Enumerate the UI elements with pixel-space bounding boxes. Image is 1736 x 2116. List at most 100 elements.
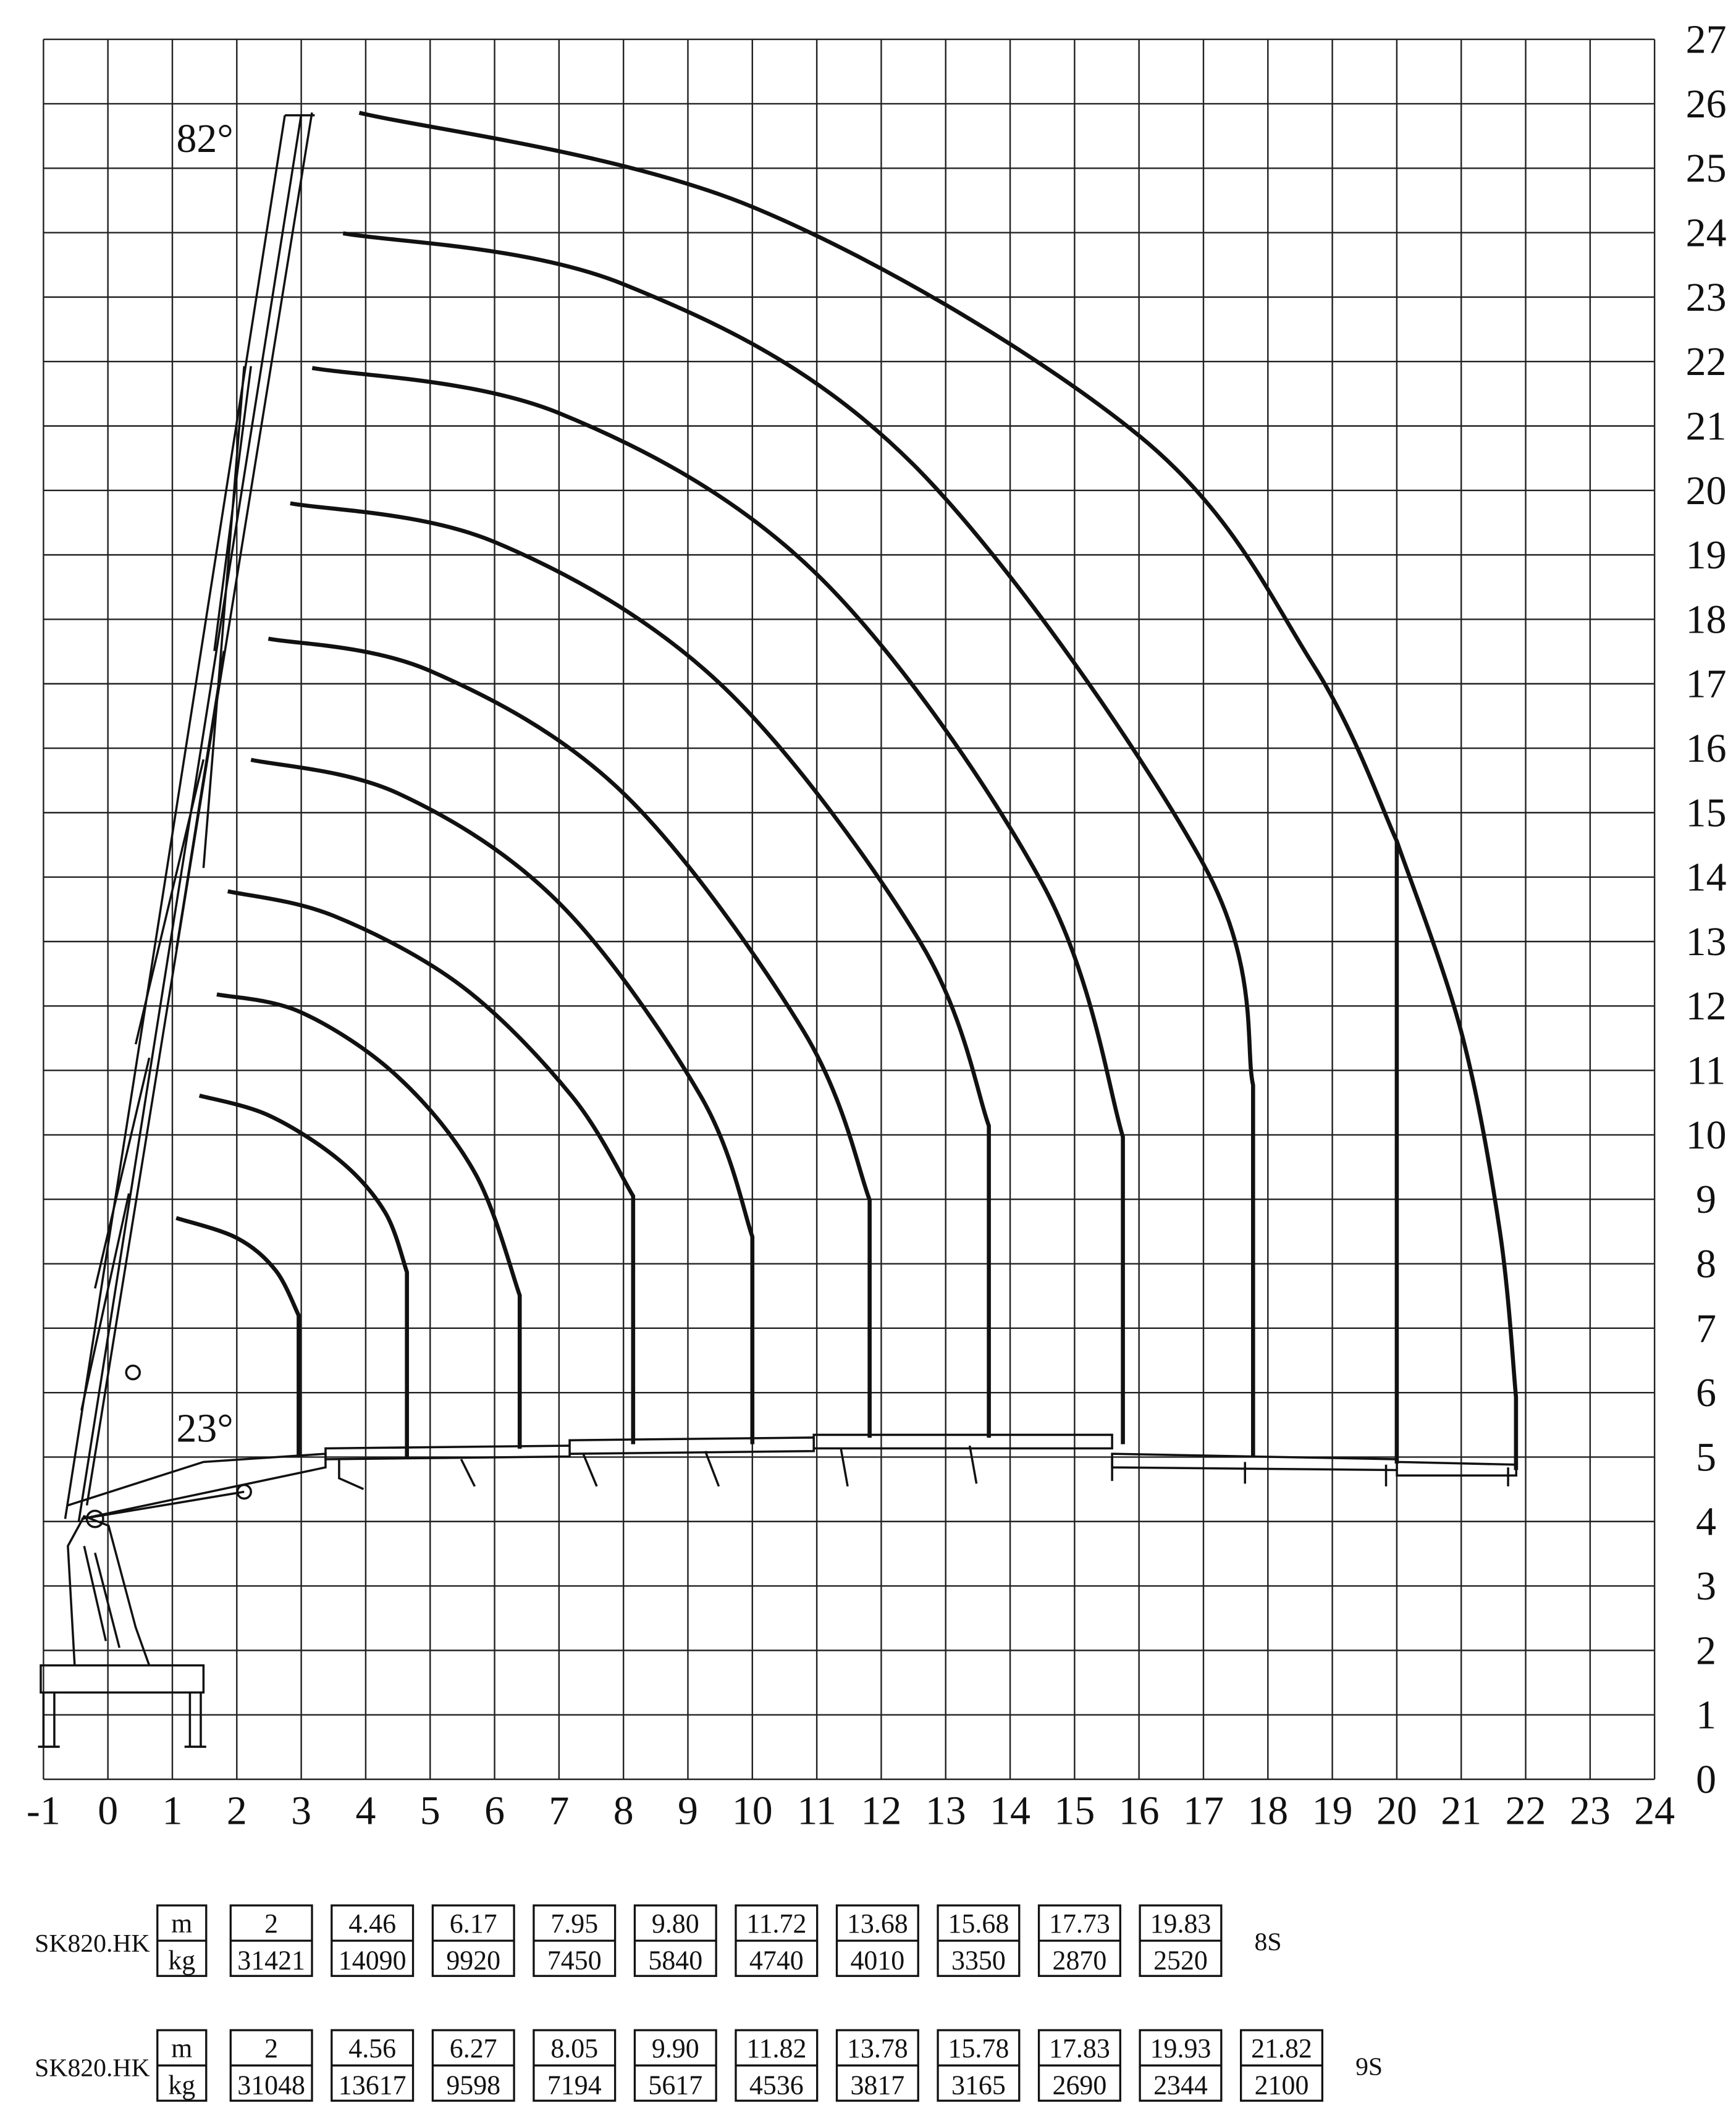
- load-value: 2690: [1053, 2070, 1107, 2100]
- x-tick-label: 16: [1119, 1788, 1160, 1833]
- unit-label: kg: [168, 2070, 195, 2100]
- x-tick-label: 21: [1441, 1788, 1481, 1833]
- y-tick-label: 16: [1686, 726, 1727, 771]
- working-range-arc: [1394, 840, 1519, 1470]
- x-tick-label: 3: [291, 1788, 311, 1833]
- load-value: 9598: [446, 2070, 500, 2100]
- x-tick-label: 15: [1054, 1788, 1095, 1833]
- tables: SK820.HK m kg 2 31421 4.46 14090 6.17 9920 7.95 74…: [35, 1904, 1383, 2102]
- radius-value: 11.72: [746, 1909, 806, 1939]
- load-value: 9920: [446, 1945, 500, 1975]
- y-tick-label: 27: [1686, 17, 1727, 62]
- y-tick-label: 1: [1696, 1693, 1716, 1738]
- x-tick-label: 17: [1183, 1788, 1224, 1833]
- working-range-arc: [268, 636, 872, 1438]
- working-range-arc: [250, 757, 755, 1444]
- radius-value: 13.78: [847, 2034, 908, 2063]
- y-tick-label: 23: [1686, 275, 1727, 320]
- x-tick-label: 5: [420, 1788, 440, 1833]
- x-tick-label: 12: [861, 1788, 902, 1833]
- load-value: 3817: [850, 2070, 904, 2100]
- y-tick-label: 0: [1696, 1757, 1716, 1802]
- y-tick-label: 3: [1696, 1564, 1716, 1609]
- unit-label: m: [171, 1909, 192, 1939]
- x-tick-label: 19: [1312, 1788, 1353, 1833]
- grid: [43, 38, 1656, 1781]
- load-value: 5840: [648, 1945, 702, 1975]
- load-value: 2344: [1153, 2070, 1208, 2100]
- unit-label: kg: [168, 1945, 195, 1975]
- x-tick-label: 22: [1506, 1788, 1546, 1833]
- load-value: 4010: [850, 1945, 904, 1975]
- x-tick-label: 18: [1247, 1788, 1288, 1833]
- x-tick-label: 13: [925, 1788, 966, 1833]
- y-tick-label: 21: [1686, 403, 1727, 449]
- radius-value: 7.95: [550, 1909, 598, 1939]
- y-tick-label: 22: [1686, 339, 1727, 384]
- y-tick-label: 17: [1686, 662, 1727, 707]
- radius-value: 8.05: [550, 2034, 598, 2063]
- x-tick-label: 8: [613, 1788, 634, 1833]
- radius-value: 17.83: [1049, 2034, 1110, 2063]
- radius-value: 17.73: [1049, 1909, 1110, 1939]
- x-tick-label: -1: [27, 1788, 61, 1833]
- radius-value: 13.68: [847, 1909, 908, 1939]
- x-tick-label: 1: [162, 1788, 183, 1833]
- y-tick-label: 5: [1696, 1435, 1716, 1480]
- load-value: 7194: [547, 2070, 602, 2100]
- load-value: 13617: [339, 2070, 407, 2100]
- radius-value: 15.78: [948, 2034, 1009, 2063]
- y-tick-label: 24: [1686, 211, 1727, 256]
- radius-value: 9.80: [652, 1909, 699, 1939]
- y-tick-label: 10: [1686, 1113, 1727, 1158]
- radius-value: 9.90: [652, 2034, 699, 2063]
- x-tick-label: 23: [1570, 1788, 1611, 1833]
- working-range-arc: [358, 111, 1399, 1464]
- radius-value: 15.68: [948, 1909, 1009, 1939]
- x-tick-label: 9: [678, 1788, 698, 1833]
- y-tick-label: 4: [1696, 1499, 1716, 1545]
- working-range-arc: [198, 1094, 409, 1458]
- x-tick-label: 11: [797, 1788, 836, 1833]
- radius-value: 21.82: [1251, 2034, 1312, 2063]
- radius-value: 6.17: [450, 1909, 497, 1939]
- working-range-arc: [342, 231, 1255, 1457]
- model-label: SK820.HK: [35, 1929, 150, 1958]
- radius-value: 2: [264, 1909, 278, 1939]
- radius-value: 11.82: [746, 2034, 806, 2063]
- load-value: 5617: [648, 2070, 702, 2100]
- x-tick-label: 14: [990, 1788, 1030, 1833]
- radius-value: 19.83: [1150, 1909, 1211, 1939]
- angle-label: 23°: [176, 1406, 233, 1451]
- y-tick-label: 25: [1686, 146, 1727, 191]
- y-tick-label: 13: [1686, 919, 1727, 964]
- x-tick-label: 7: [549, 1788, 569, 1833]
- radius-value: 19.93: [1150, 2034, 1211, 2063]
- working-range-arc: [311, 366, 1125, 1444]
- y-tick-label: 15: [1686, 790, 1727, 835]
- angle-label: 82°: [176, 116, 233, 161]
- sections-label: 9S: [1355, 2053, 1383, 2081]
- load-value: 14090: [339, 1945, 407, 1975]
- load-value: 3350: [951, 1945, 1006, 1975]
- y-tick-label: 18: [1686, 597, 1727, 642]
- load-value: 31421: [237, 1945, 305, 1975]
- x-tick-label: 10: [732, 1788, 773, 1833]
- radius-value: 4.46: [348, 1909, 396, 1939]
- y-tick-label: 12: [1686, 984, 1727, 1029]
- y-tick-label: 7: [1696, 1306, 1716, 1351]
- y-tick-label: 14: [1686, 855, 1727, 900]
- load-value: 4740: [749, 1945, 804, 1975]
- radius-value: 2: [264, 2034, 278, 2063]
- x-tick-label: 0: [98, 1788, 118, 1833]
- x-tick-label: 20: [1376, 1788, 1417, 1833]
- sections-label: 8S: [1255, 1928, 1282, 1957]
- load-value: 7450: [547, 1945, 602, 1975]
- y-tick-label: 9: [1696, 1177, 1716, 1222]
- load-value: 2520: [1153, 1945, 1208, 1975]
- load-value: 4536: [749, 2070, 804, 2100]
- working-range-arc: [216, 992, 522, 1449]
- working-range-arc: [227, 889, 636, 1444]
